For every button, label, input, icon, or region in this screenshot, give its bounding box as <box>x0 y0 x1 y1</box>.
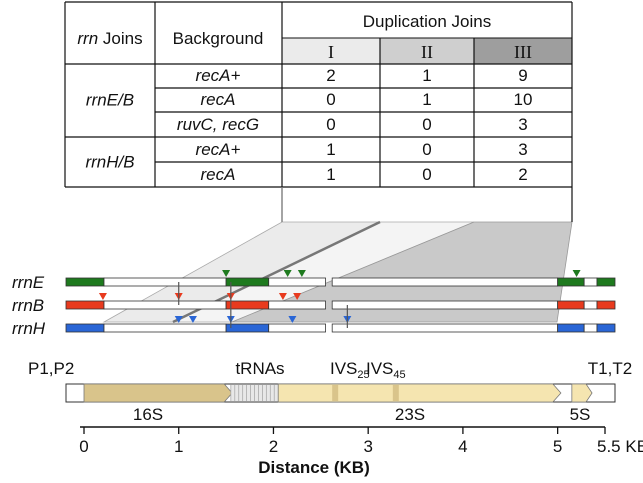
junction-marker <box>572 270 581 277</box>
operon-structure: P1,P2 tRNAs IVS25 IVS45 T1,T2 16S 23S 5S <box>28 359 632 424</box>
junction-marker <box>174 316 183 323</box>
count-cell: 9 <box>518 66 527 85</box>
count-cell: 2 <box>326 66 335 85</box>
axis-tick-label: 1 <box>174 437 183 456</box>
group-label: rrnE/B <box>86 91 134 110</box>
operon-segment <box>268 323 326 333</box>
rrf-5s-block <box>571 383 593 403</box>
count-cell: 0 <box>422 140 431 159</box>
axis-tick-label: 4 <box>458 437 467 456</box>
operon-segment <box>268 277 326 287</box>
terminator-label: T1,T2 <box>588 359 632 378</box>
operon-segment <box>331 300 559 310</box>
junction-marker <box>98 293 107 300</box>
operon-segment <box>596 277 616 287</box>
header-background: Background <box>173 29 264 48</box>
subcol-1-label: I <box>328 42 334 62</box>
axis-tick-label: 2 <box>269 437 278 456</box>
label-5s: 5S <box>570 405 591 424</box>
operon-row-rrnH: rrnH <box>12 316 616 338</box>
projection-bands <box>102 220 573 324</box>
operon-segment <box>331 323 559 333</box>
rrs-16s-block <box>83 383 233 403</box>
operon-segment <box>557 323 585 333</box>
operon-row-rrnE: rrnE <box>12 270 616 292</box>
junction-marker <box>293 293 302 300</box>
operon-segment <box>65 277 105 287</box>
header-duplication-joins: Duplication Joins <box>363 12 492 31</box>
subcol-3-label: III <box>514 42 532 62</box>
operon-label: rrnB <box>12 296 44 315</box>
operon-segment <box>225 300 270 310</box>
axis-title: Distance (KB) <box>258 458 369 477</box>
duplication-table: rrn Joins Background Duplication Joins I… <box>64 1 573 222</box>
count-cell: 3 <box>518 115 527 134</box>
count-cell: 3 <box>518 140 527 159</box>
operon-segment <box>331 277 559 287</box>
count-cell: 1 <box>422 66 431 85</box>
operon-segment <box>103 277 227 287</box>
background-cell: ruvC, recG <box>177 115 259 134</box>
col-I-shade <box>282 38 380 64</box>
junction-marker <box>297 270 306 277</box>
count-cell: 10 <box>514 90 533 109</box>
operon-segment <box>268 300 326 310</box>
subcol-2-label: II <box>421 42 433 62</box>
operon-label: rrnE <box>12 273 45 292</box>
ivs25-block <box>332 385 339 401</box>
operon-map: rrnE rrnB rrnH <box>12 270 616 338</box>
axis-tick-label: 5 <box>553 437 562 456</box>
junction-marker <box>283 270 292 277</box>
count-cell: 1 <box>326 165 335 184</box>
ivs45-label: IVS45 <box>366 359 406 381</box>
operon-segment <box>103 300 227 310</box>
background-cell: recA+ <box>196 66 241 85</box>
axis-tick-label: 5.5 KB <box>597 437 643 456</box>
count-cell: 1 <box>326 140 335 159</box>
ivs25-label: IVS25 <box>330 359 370 381</box>
operon-segment <box>557 277 585 287</box>
operon-segment <box>65 323 105 333</box>
trna-label: tRNAs <box>235 359 284 378</box>
count-cell: 0 <box>422 115 431 134</box>
operon-segment <box>596 300 616 310</box>
axis-tick-label: 0 <box>79 437 88 456</box>
operon-segment <box>596 323 616 333</box>
label-23s: 23S <box>395 405 425 424</box>
operon-segment <box>225 323 270 333</box>
junction-marker <box>278 293 287 300</box>
header-rrn-joins: rrn Joins <box>77 29 142 48</box>
operon-label: rrnH <box>12 319 46 338</box>
distance-axis: Distance (KB) 0 1 2 3 4 5 5.5 KB <box>79 426 643 477</box>
count-cell: 0 <box>422 165 431 184</box>
label-16s: 16S <box>133 405 163 424</box>
operon-segment <box>583 300 598 310</box>
axis-tick-label: 3 <box>363 437 372 456</box>
background-cell: recA <box>201 165 236 184</box>
col-II-shade <box>380 38 474 64</box>
promoter-label: P1,P2 <box>28 359 74 378</box>
count-cell: 1 <box>422 90 431 109</box>
operon-segment <box>65 300 105 310</box>
col-III-shade <box>474 38 572 64</box>
count-cell: 0 <box>326 115 335 134</box>
background-cell: recA+ <box>196 140 241 159</box>
junction-marker <box>222 270 231 277</box>
ivs45-block <box>392 385 399 401</box>
count-cell: 0 <box>326 90 335 109</box>
operon-segment <box>583 323 598 333</box>
group-label: rrnH/B <box>85 153 134 172</box>
operon-row-rrnB: rrnB <box>12 293 616 315</box>
operon-segment <box>557 300 585 310</box>
operon-segment <box>225 277 270 287</box>
junction-marker <box>188 316 197 323</box>
background-cell: recA <box>201 90 236 109</box>
rrl-23s-block <box>277 383 562 403</box>
count-cell: 2 <box>518 165 527 184</box>
junction-marker <box>288 316 297 323</box>
operon-segment <box>103 323 227 333</box>
operon-segment <box>583 277 598 287</box>
